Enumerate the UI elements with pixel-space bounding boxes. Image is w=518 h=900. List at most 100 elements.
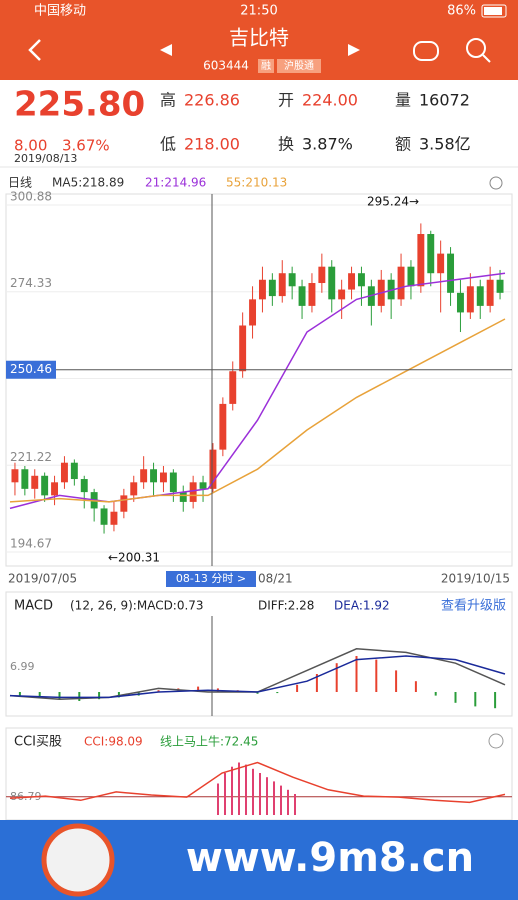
cursor-label: 08-13 分时 > [176,572,246,585]
badge [277,59,321,73]
next[interactable] [348,44,360,56]
back[interactable] [28,39,41,61]
candle-body [120,495,128,512]
help[interactable] [488,733,504,749]
field-label: 额 [395,135,411,154]
cci-line [9,761,506,804]
macd-params: (12, 26, 9):MACD:0.73 [70,599,204,613]
battery-icon [481,4,507,18]
crosshair-label: 250.46 [10,362,52,376]
field-value: 3.58亿 [419,135,471,154]
change-pct: 3.67% [62,137,110,155]
field-value: 224.00 [302,91,358,110]
candle-body [100,508,108,525]
cci-bull: 线上马上牛:72.45 [160,734,258,749]
robot-icon[interactable] [413,41,439,61]
y-tick-label: 274.33 [10,276,52,290]
macd-name: MACD [14,599,53,614]
candle-body [348,273,356,290]
candle-body [268,279,276,297]
stock-code: 603444 [203,59,249,73]
prev[interactable] [160,44,172,56]
candle-body [397,266,405,300]
candle-body [456,292,464,313]
candle-body [278,273,286,297]
candle-body [496,279,504,293]
price: 225.80 [14,85,145,125]
candle-body [357,273,365,287]
candle-body [130,482,138,496]
cci-value: CCI:98.09 [84,735,143,749]
candle-body [219,403,227,450]
badge-text: 融 [261,60,271,72]
candle-body [169,472,177,493]
change: 8.00 [14,137,47,155]
settings[interactable] [489,176,503,190]
candle-body [70,462,78,480]
candle-body [288,273,296,287]
search-icon [482,54,491,63]
candle-body [328,266,336,300]
candle-body [417,234,425,287]
macd-dea: DEA:1.92 [334,599,390,613]
field-label: 量 [395,91,411,110]
y-tick-label: 86.79 [10,790,42,803]
macd-diff: DIFF:2.28 [258,599,314,613]
field-value: 226.86 [184,91,240,110]
candle-body [80,479,88,493]
time: 21:50 [240,4,277,19]
macd-frame [5,591,513,717]
candle-body [338,289,346,300]
badge-text: 沪股通 [284,59,314,72]
upgrade[interactable]: 查看升级版 [441,598,506,614]
period: 日线 [8,176,32,190]
search-icon[interactable] [466,38,486,58]
candle-body [407,266,415,287]
candle-body [179,492,187,502]
y-tick-label: 221.22 [10,450,52,464]
battery-level [484,7,502,15]
date-mid: 08/21 [258,572,293,586]
ma21: 21:214.96 [145,176,206,190]
candle-body [308,283,316,306]
crosshair-box [6,360,56,379]
ma55-line [9,318,506,503]
candle-body [140,469,148,483]
candle-body [239,325,247,372]
candle-body [298,286,306,306]
chart-frame [5,193,513,567]
candle-body [21,469,29,489]
dea-line [9,655,506,699]
candle-body [486,279,494,306]
y-tick-label: 300.88 [10,190,52,204]
field-label: 开 [278,91,294,110]
candle-body [110,511,118,525]
badge [258,59,274,73]
candle-body [31,475,39,489]
candle-body [466,286,474,313]
candle-body [437,253,445,274]
field-value: 16072 [419,91,470,110]
candle-body [249,299,257,326]
field-label: 换 [278,135,294,154]
candle-body [427,234,435,274]
low-note: ←200.31 [108,551,160,565]
field-label: 低 [160,135,176,154]
candle-body [318,266,326,284]
candle-body [447,253,455,293]
candle-body [189,482,197,502]
watermark-logo [41,823,115,897]
candle-body [150,469,158,483]
date-start: 2019/07/05 [8,572,77,586]
candle-body [258,279,266,300]
candle-body [199,482,207,489]
candle-body [60,462,68,483]
stock-name: 吉比特 [229,26,289,50]
cursor-box[interactable] [166,571,256,587]
field-value: 218.00 [184,135,240,154]
date-end: 2019/10/15 [441,572,510,586]
watermark: www.9m8.cn [186,835,474,881]
y-tick-label: 6.99 [10,660,35,673]
